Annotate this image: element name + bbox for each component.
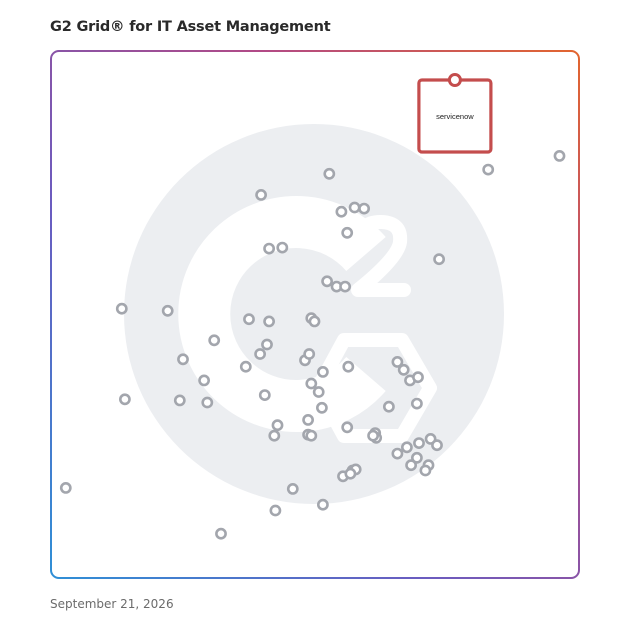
product-point[interactable] [177, 353, 189, 366]
product-point[interactable] [397, 363, 410, 376]
product-point[interactable] [344, 467, 357, 480]
report-date: September 21, 2026 [50, 597, 174, 611]
product-point[interactable] [239, 360, 252, 373]
product-point[interactable] [254, 348, 266, 360]
product-point[interactable] [431, 439, 443, 452]
product-point[interactable] [286, 482, 299, 495]
product-point[interactable] [312, 386, 325, 398]
product-point[interactable] [413, 437, 425, 449]
product-point[interactable] [342, 360, 355, 373]
product-point[interactable] [410, 397, 423, 410]
product-point[interactable] [410, 451, 423, 464]
product-point[interactable] [119, 393, 131, 406]
product-point[interactable] [173, 394, 186, 407]
product-point[interactable] [201, 396, 214, 409]
product-point[interactable] [308, 315, 321, 328]
product-point[interactable] [161, 304, 174, 317]
product-point[interactable] [261, 338, 273, 351]
product-point[interactable] [268, 429, 281, 442]
highlight-point [447, 73, 462, 87]
product-point[interactable] [59, 481, 72, 494]
product-point[interactable] [335, 205, 348, 218]
product-point[interactable] [339, 280, 351, 293]
product-point[interactable] [115, 302, 128, 315]
product-point[interactable] [263, 315, 275, 328]
product-point[interactable] [323, 167, 336, 180]
product-point[interactable] [316, 365, 329, 378]
product-point[interactable] [269, 504, 282, 517]
product-point[interactable] [358, 202, 370, 215]
product-point[interactable] [305, 429, 318, 442]
product-point[interactable] [405, 459, 417, 472]
product-point[interactable] [316, 498, 329, 511]
product-point[interactable] [305, 377, 318, 390]
grid-border [50, 50, 580, 579]
product-point[interactable] [215, 527, 227, 540]
product-point[interactable] [482, 163, 495, 176]
chart-title: G2 Grid® for IT Asset Management [50, 19, 331, 35]
points-layer [59, 149, 566, 540]
product-point[interactable] [276, 241, 289, 254]
product-point[interactable] [391, 447, 404, 460]
product-point[interactable] [271, 419, 284, 432]
product-point[interactable] [255, 188, 267, 201]
product-point[interactable] [341, 421, 354, 434]
product-point[interactable] [303, 348, 316, 360]
product-point[interactable] [348, 201, 361, 214]
product-point[interactable] [341, 226, 354, 239]
product-point[interactable] [391, 355, 404, 368]
product-point[interactable] [367, 429, 379, 442]
product-point[interactable] [198, 374, 210, 387]
product-point[interactable] [382, 400, 395, 413]
product-point[interactable] [321, 275, 333, 288]
product-point[interactable] [258, 389, 271, 401]
product-point[interactable] [208, 334, 221, 347]
product-point[interactable] [433, 253, 445, 266]
product-point[interactable] [553, 149, 566, 162]
product-point[interactable] [315, 401, 328, 414]
highlight-product[interactable]: servicenow [417, 73, 493, 154]
product-point[interactable] [419, 464, 432, 477]
product-point[interactable] [400, 441, 413, 454]
product-point[interactable] [243, 313, 255, 326]
product-point[interactable] [412, 371, 424, 384]
product-point[interactable] [302, 413, 314, 426]
highlight-label: servicenow [436, 112, 474, 121]
product-point[interactable] [263, 242, 275, 255]
